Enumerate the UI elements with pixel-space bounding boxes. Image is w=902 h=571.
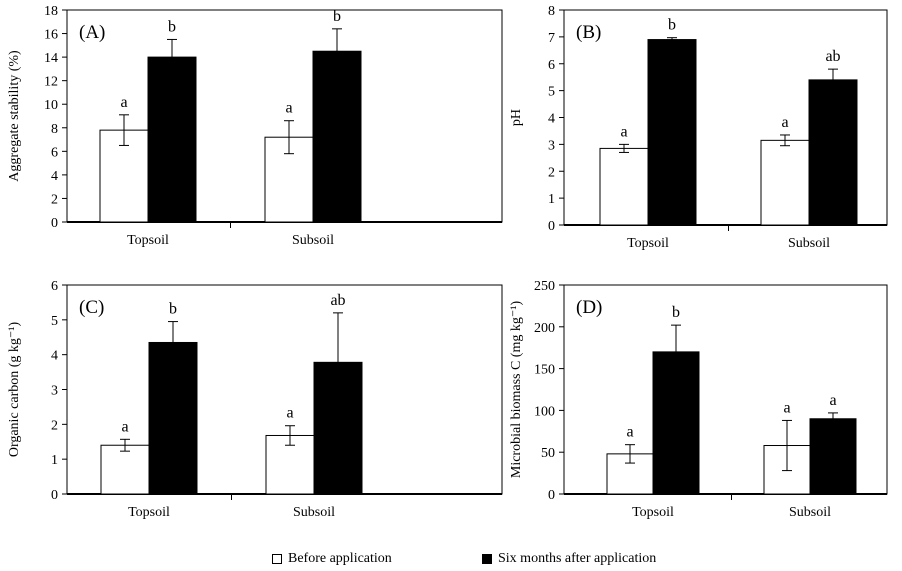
panel-b-ytick-label-7: 7 <box>548 31 555 46</box>
panel-d-ytick-label-1: 50 <box>541 446 555 461</box>
panel-a-bar-s1-c1 <box>312 50 362 223</box>
legend-item-after: Six months after application <box>482 551 656 567</box>
panel-b-ytick-label-8: 8 <box>548 4 555 19</box>
panel-b-bar-s0-c0 <box>599 147 649 226</box>
panel-c-label: (C) <box>79 297 104 318</box>
panel-b-ytick-label-1: 1 <box>548 192 555 207</box>
panel-d-ylabel: Microbial biomass C (mg kg⁻¹) <box>509 301 524 479</box>
panel-a-label: (A) <box>79 22 105 43</box>
panel-a-letter-s1-c1: b <box>333 8 341 25</box>
panel-b-letter-s1-c1: ab <box>825 48 840 65</box>
panel-b-ytick-label-0: 0 <box>548 219 555 234</box>
panel-a-bar-s1-c0 <box>147 56 197 223</box>
panel-b-ytick-label-2: 2 <box>548 165 555 180</box>
panel-c-bar-s1-c0 <box>148 341 198 495</box>
panel-d-xtick-label-0: Topsoil <box>632 505 674 520</box>
panel-b-ytick-label-4: 4 <box>548 112 555 127</box>
panel-b-letter-s0-c1: a <box>781 114 788 131</box>
panel-d-bar-s0-c0 <box>606 453 654 495</box>
panel-b-letter-s1-c0: b <box>668 17 676 34</box>
legend-item-before: Before application <box>272 551 392 567</box>
panel-a-ytick-label-8: 16 <box>44 28 58 43</box>
panel-a-ytick-label-6: 12 <box>44 75 58 90</box>
panel-a-letter-s1-c0: b <box>168 18 176 35</box>
panel-c-ytick-label-3: 3 <box>51 384 58 399</box>
panel-c-letter-s0-c0: a <box>121 418 128 435</box>
panel-b-ylabel: pH <box>509 109 524 126</box>
panel-d-letter-s0-c1: a <box>783 399 790 416</box>
panel-b-bar-s1-c1 <box>808 79 858 226</box>
panel-a-ytick-label-1: 2 <box>51 192 58 207</box>
panel-a-ytick-label-3: 6 <box>51 145 58 160</box>
panel-d-letter-s0-c0: a <box>626 424 633 441</box>
panel-c-ytick-label-1: 1 <box>51 453 58 468</box>
panel-a-ytick-label-9: 18 <box>44 4 58 19</box>
panel-c-xtick-label-0: Topsoil <box>128 505 170 520</box>
panel-a-letter-s0-c0: a <box>120 94 127 111</box>
panel-b-ytick-label-5: 5 <box>548 85 555 100</box>
panel-c-ylabel: Organic carbon (g kg⁻¹) <box>7 321 22 457</box>
panel-c-ytick-label-0: 0 <box>51 488 58 503</box>
panel-c-xtick-label-1: Subsoil <box>293 505 335 520</box>
panel-c-letter-s0-c1: a <box>286 405 293 422</box>
panel-b-letter-s0-c0: a <box>620 123 627 140</box>
panel-d-letter-s1-c1: a <box>829 392 836 409</box>
panel-b-ytick-label-6: 6 <box>548 58 555 73</box>
legend-swatch-after <box>482 554 492 564</box>
panel-a-ytick-label-7: 14 <box>44 51 58 66</box>
panel-d-ytick-label-5: 250 <box>534 279 555 294</box>
panel-a-ylabel: Aggregate stability (%) <box>7 50 22 182</box>
panel-d-letter-s1-c0: b <box>672 304 680 321</box>
panel-d-label: (D) <box>576 297 602 318</box>
panel-d-ytick-label-4: 200 <box>534 321 555 336</box>
panel-a-letter-s0-c1: a <box>285 100 292 117</box>
panel-a-ytick-label-5: 10 <box>44 98 58 113</box>
panel-b-ytick-label-3: 3 <box>548 138 555 153</box>
panel-c-ytick-label-6: 6 <box>51 279 58 294</box>
panel-c-ytick-label-2: 2 <box>51 418 58 433</box>
panel-b-bar-s0-c1 <box>760 139 810 226</box>
panel-d-bar-s1-c1 <box>809 418 857 495</box>
panel-d-ytick-label-3: 150 <box>534 363 555 378</box>
panel-a-xtick-label-0: Topsoil <box>127 233 169 248</box>
panel-c-bar-s0-c0 <box>100 444 150 495</box>
panel-c-ytick-label-4: 4 <box>51 349 58 364</box>
panel-a-ytick-label-4: 8 <box>51 122 58 137</box>
legend-swatch-before <box>272 554 282 564</box>
panel-b-xtick-label-1: Subsoil <box>788 236 830 251</box>
panel-b-label: (B) <box>576 22 601 43</box>
panel-b-bar-s1-c0 <box>647 39 697 226</box>
panel-d-ytick-label-2: 100 <box>534 404 555 419</box>
legend-label-after: Six months after application <box>498 551 657 566</box>
panel-a-xtick-label-1: Subsoil <box>292 233 334 248</box>
panel-d-xtick-label-1: Subsoil <box>789 505 831 520</box>
panel-d-ytick-label-0: 0 <box>548 488 555 503</box>
panel-a-ytick-label-2: 4 <box>51 169 58 184</box>
legend-label-before: Before application <box>288 551 392 566</box>
panel-c-letter-s1-c0: b <box>169 301 177 318</box>
panel-a-ytick-label-0: 0 <box>51 216 58 231</box>
panel-b-xtick-label-0: Topsoil <box>627 236 669 251</box>
legend: Before application Six months after appl… <box>0 551 902 571</box>
panel-c-ytick-label-5: 5 <box>51 314 58 329</box>
panel-c-letter-s1-c1: ab <box>330 292 345 309</box>
